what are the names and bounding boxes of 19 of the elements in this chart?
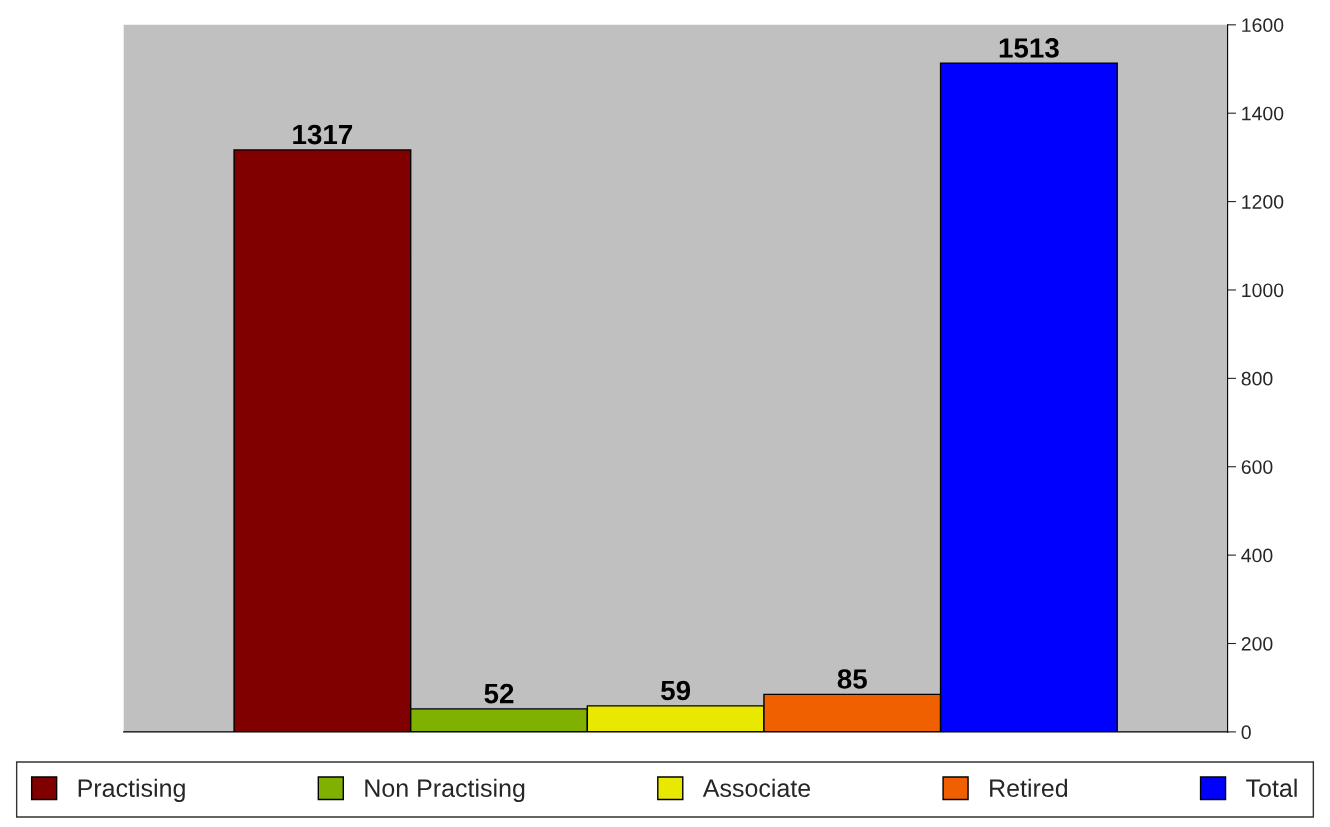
legend-label: Non Practising	[365, 778, 525, 802]
y-tick-label: 800	[1241, 371, 1273, 386]
y-tick-label: 1400	[1242, 106, 1284, 121]
data-label: 52	[484, 683, 514, 704]
data-label: 1317	[293, 124, 353, 145]
y-tick-label: 600	[1241, 460, 1273, 474]
y-tick-label: 0	[1241, 725, 1251, 740]
legend-label: Practising	[78, 778, 185, 802]
y-tick-label: 1200	[1242, 195, 1284, 209]
data-label: 1513	[999, 38, 1059, 58]
y-tick-label: 200	[1241, 636, 1273, 651]
legend-label: Total	[1246, 778, 1297, 798]
y-tick-label: 400	[1241, 548, 1273, 563]
data-label: 59	[661, 680, 691, 701]
legend-label: Associate	[702, 778, 811, 798]
data-label: 85	[837, 669, 867, 689]
y-tick-label: 1600	[1242, 18, 1284, 33]
legend-label: Retired	[990, 778, 1068, 798]
y-tick-label: 1000	[1242, 283, 1284, 298]
